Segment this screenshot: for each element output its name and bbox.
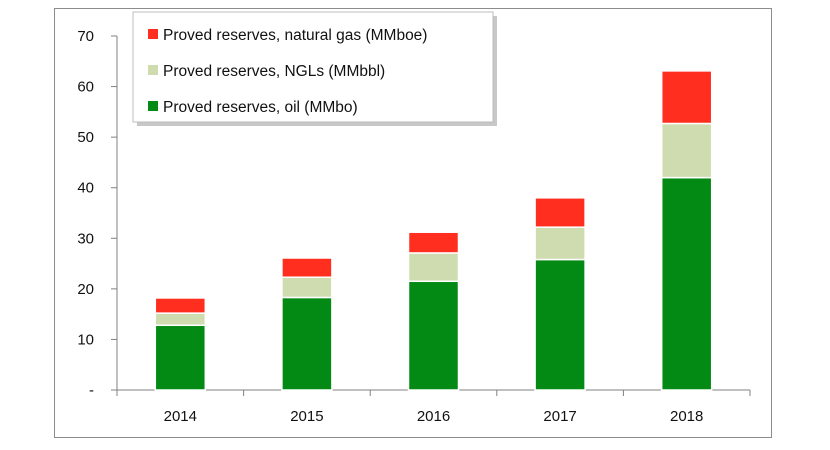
legend-box — [132, 11, 494, 123]
legend: Proved reserves, natural gas (MMboe) Prov… — [132, 11, 497, 126]
bars — [154, 70, 713, 391]
y-tick-label: - — [89, 382, 94, 399]
y-tick-label: 10 — [77, 331, 94, 348]
bar-segment-natural-gas-2016 — [407, 231, 460, 254]
x-tick-label: 2018 — [670, 408, 703, 425]
legend-swatch — [148, 65, 158, 75]
y-tick-label: 20 — [77, 281, 94, 298]
legend-label: Proved reserves, natural gas (MMboe) — [163, 27, 427, 44]
bar-segment-ngls-2018 — [660, 122, 713, 179]
x-tick-label: 2014 — [164, 408, 197, 425]
x-tick-label: 2017 — [543, 408, 576, 425]
bar-segment-oil-2017 — [534, 258, 586, 391]
bar-segment-ngls-2015 — [281, 276, 333, 299]
axes: - 10 20 30 40 50 60 70 2014 2015 2016 2017 2018 — [77, 28, 751, 425]
y-tick-label: 70 — [77, 28, 94, 45]
y-tick-label: 30 — [77, 230, 94, 247]
bar-segment-oil-2016 — [407, 280, 460, 391]
bar-segment-ngls-2014 — [154, 312, 207, 327]
bar-segment-oil-2014 — [154, 324, 207, 391]
legend-swatch — [148, 101, 158, 111]
bar-segment-oil-2015 — [281, 296, 333, 391]
y-tick-label: 50 — [77, 129, 94, 146]
legend-label: Proved reserves, oil (MMbo) — [163, 99, 358, 116]
bar-segment-natural-gas-2018 — [660, 70, 713, 125]
bar-segment-oil-2018 — [660, 176, 713, 391]
legend-label: Proved reserves, NGLs (MMbbl) — [163, 63, 385, 80]
bar-segment-ngls-2016 — [407, 252, 460, 283]
y-tick-label: 40 — [77, 180, 94, 197]
bar-segment-natural-gas-2014 — [154, 297, 207, 314]
x-tick-label: 2015 — [290, 408, 323, 425]
bar-segment-ngls-2017 — [534, 226, 586, 261]
x-tick-label: 2016 — [417, 408, 450, 425]
y-tick-label: 60 — [77, 79, 94, 96]
bar-segment-natural-gas-2015 — [281, 257, 333, 278]
bar-segment-natural-gas-2017 — [534, 197, 586, 228]
legend-swatch — [148, 29, 158, 39]
